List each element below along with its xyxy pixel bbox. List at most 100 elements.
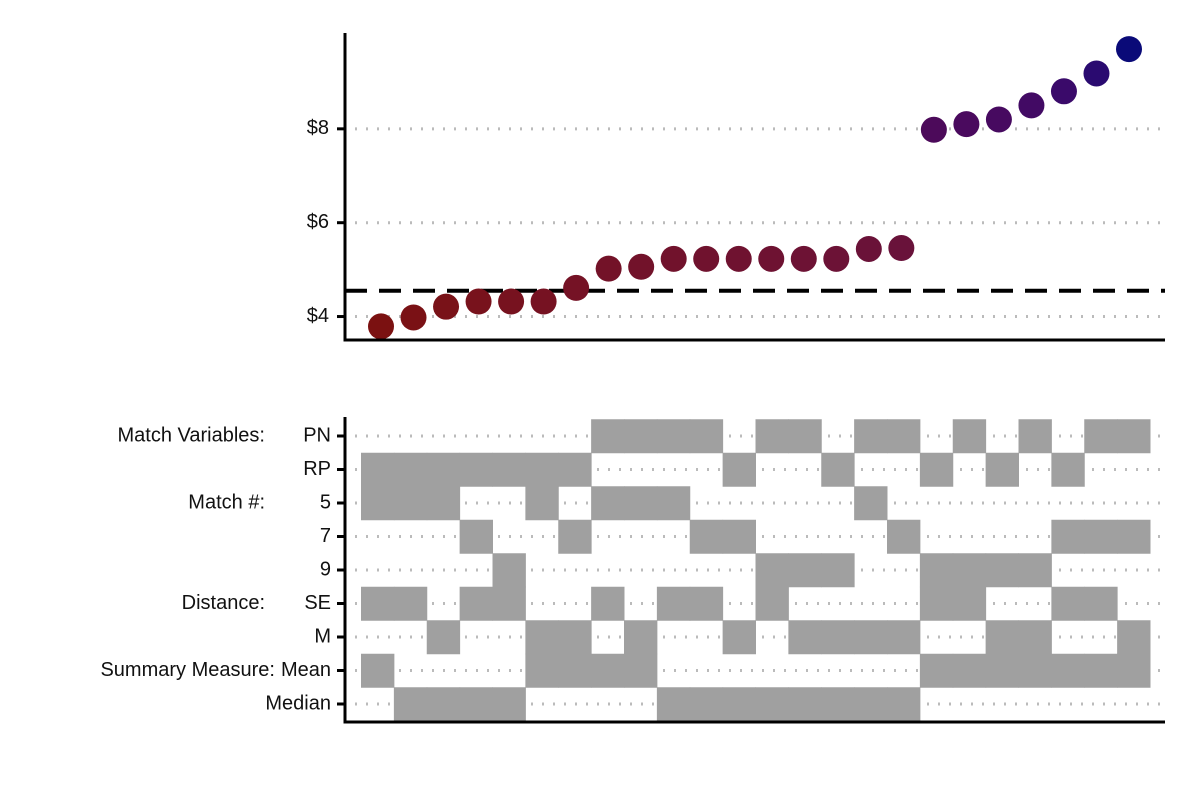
cell xyxy=(1019,520,1052,554)
cell xyxy=(986,419,1019,453)
cell xyxy=(953,486,986,520)
cell xyxy=(1117,687,1150,721)
point xyxy=(530,288,557,315)
y-tick-label: $6 xyxy=(307,211,329,233)
cell xyxy=(821,419,854,453)
cell xyxy=(854,620,888,655)
cell xyxy=(919,653,954,688)
point xyxy=(595,255,622,282)
point xyxy=(855,235,882,262)
point xyxy=(693,245,720,272)
cell xyxy=(1019,587,1052,621)
cell xyxy=(788,419,822,454)
cell xyxy=(821,654,854,688)
cell xyxy=(788,520,821,554)
cell xyxy=(1117,620,1151,655)
cell xyxy=(854,520,887,554)
point xyxy=(985,106,1012,133)
cell xyxy=(953,620,986,654)
cell xyxy=(953,687,986,721)
cell xyxy=(722,687,756,722)
cell xyxy=(952,653,987,688)
cell xyxy=(788,620,822,655)
group-label: Match Variables: xyxy=(118,424,265,446)
cell xyxy=(788,486,821,520)
cell xyxy=(788,587,821,621)
cell xyxy=(1117,587,1150,621)
cell xyxy=(1018,553,1052,588)
cell xyxy=(492,687,526,722)
cell xyxy=(788,553,822,588)
cell xyxy=(591,653,625,688)
cell xyxy=(986,687,1019,721)
cell xyxy=(722,519,756,554)
group-label: Summary Measure: xyxy=(100,659,275,681)
cell xyxy=(854,486,888,521)
cell xyxy=(1051,519,1085,554)
cell xyxy=(558,620,592,655)
point xyxy=(563,274,590,301)
point xyxy=(888,235,915,262)
point xyxy=(660,245,687,272)
cell xyxy=(952,419,987,454)
cell xyxy=(723,587,756,621)
cell xyxy=(1051,586,1085,621)
point xyxy=(823,245,850,272)
cell xyxy=(920,419,953,453)
cell xyxy=(393,586,428,621)
y-tick-label: $8 xyxy=(307,117,329,139)
cell xyxy=(821,587,854,621)
point xyxy=(1018,92,1045,119)
cell xyxy=(624,653,658,688)
point xyxy=(1050,78,1077,105)
row-label: 7 xyxy=(320,525,331,547)
cell xyxy=(887,654,920,688)
cell xyxy=(492,586,526,621)
cell xyxy=(887,453,920,487)
cell xyxy=(1117,653,1151,688)
cell xyxy=(755,586,789,621)
cell xyxy=(986,520,1019,554)
cell xyxy=(1051,620,1084,654)
cell xyxy=(525,452,559,487)
cell xyxy=(854,419,888,454)
cell xyxy=(393,486,428,521)
cell xyxy=(756,453,789,487)
point xyxy=(1116,36,1142,63)
cell xyxy=(361,486,395,521)
cell xyxy=(920,620,953,654)
cell xyxy=(887,419,921,454)
cell xyxy=(756,654,789,688)
cell xyxy=(656,486,691,521)
cell xyxy=(887,687,921,722)
point xyxy=(465,288,492,315)
cell xyxy=(756,520,789,554)
cell xyxy=(361,452,395,487)
cell xyxy=(1051,553,1084,587)
cell xyxy=(953,520,986,554)
cell xyxy=(755,553,789,588)
cell xyxy=(459,452,493,487)
cell xyxy=(952,586,987,621)
cell xyxy=(821,520,854,554)
cell xyxy=(426,687,461,722)
point xyxy=(920,116,947,143)
cell xyxy=(656,687,691,722)
cell xyxy=(1084,453,1117,487)
cell xyxy=(1084,653,1118,688)
cell xyxy=(656,419,691,454)
cell xyxy=(689,586,724,621)
cell xyxy=(723,419,756,453)
cell xyxy=(1084,486,1117,520)
cell xyxy=(854,687,888,722)
cell xyxy=(985,653,1019,688)
cell xyxy=(920,486,953,520)
cell xyxy=(919,452,954,487)
cell xyxy=(722,452,756,487)
cell xyxy=(656,586,691,621)
cell xyxy=(624,419,658,454)
cell xyxy=(1018,653,1052,688)
cell xyxy=(1084,687,1117,721)
row-label: Median xyxy=(265,692,331,714)
